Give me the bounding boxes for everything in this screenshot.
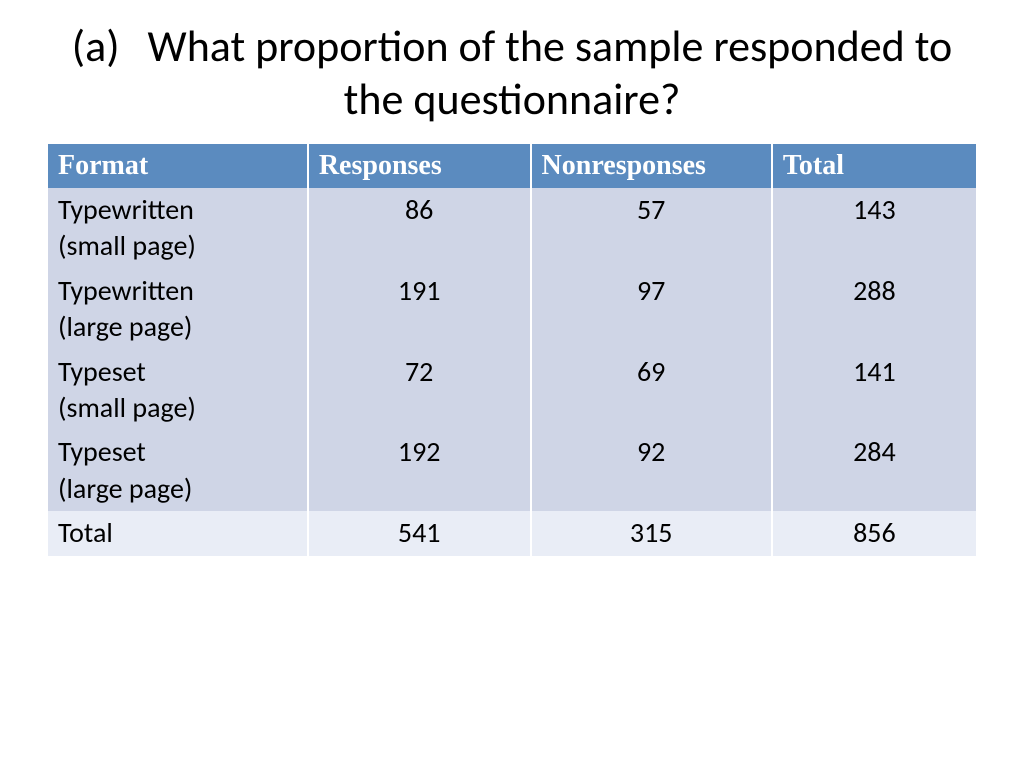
slide: (a) What proportion of the sample respond… [0, 0, 1024, 768]
table-row: Typeset (small page) 72 69 141 [48, 350, 976, 431]
format-line2: (large page) [58, 309, 297, 345]
table-row: Typewritten (small page) 86 57 143 [48, 188, 976, 269]
format-line1: Typeset [58, 354, 297, 390]
format-line1: Typeset [58, 434, 297, 470]
col-header-responses: Responses [308, 144, 531, 188]
col-header-total: Total [772, 144, 976, 188]
title-part-label: (a) [72, 19, 120, 73]
format-line1: Typewritten [58, 192, 297, 228]
cell-total-responses: 541 [308, 511, 531, 555]
header-row: Format Responses Nonresponses Total [48, 144, 976, 188]
format-line2: (small page) [58, 390, 297, 426]
cell-total-label: Total [48, 511, 308, 555]
title-text: What proportion of the sample responded … [148, 19, 953, 126]
cell-format: Typewritten (small page) [48, 188, 308, 269]
cell-total: 141 [772, 350, 976, 431]
table-row: Typeset (large page) 192 92 284 [48, 430, 976, 511]
cell-nonresponses: 57 [531, 188, 772, 269]
table-row: Typewritten (large page) 191 97 288 [48, 269, 976, 350]
cell-total-total: 856 [772, 511, 976, 555]
cell-nonresponses: 97 [531, 269, 772, 350]
cell-responses: 192 [308, 430, 531, 511]
total-row: Total 541 315 856 [48, 511, 976, 555]
cell-format: Typeset (small page) [48, 350, 308, 431]
cell-total-nonresponses: 315 [531, 511, 772, 555]
cell-total: 288 [772, 269, 976, 350]
cell-responses: 191 [308, 269, 531, 350]
cell-format: Typewritten (large page) [48, 269, 308, 350]
col-header-format: Format [48, 144, 308, 188]
cell-total: 284 [772, 430, 976, 511]
cell-responses: 72 [308, 350, 531, 431]
format-line1: Typewritten [58, 273, 297, 309]
cell-nonresponses: 69 [531, 350, 772, 431]
format-line2: (small page) [58, 228, 297, 264]
format-line2: (large page) [58, 471, 297, 507]
slide-title: (a) What proportion of the sample respond… [48, 20, 976, 126]
cell-nonresponses: 92 [531, 430, 772, 511]
cell-responses: 86 [308, 188, 531, 269]
data-table: Format Responses Nonresponses Total Type… [48, 144, 976, 556]
col-header-nonresponses: Nonresponses [531, 144, 772, 188]
cell-format: Typeset (large page) [48, 430, 308, 511]
cell-total: 143 [772, 188, 976, 269]
